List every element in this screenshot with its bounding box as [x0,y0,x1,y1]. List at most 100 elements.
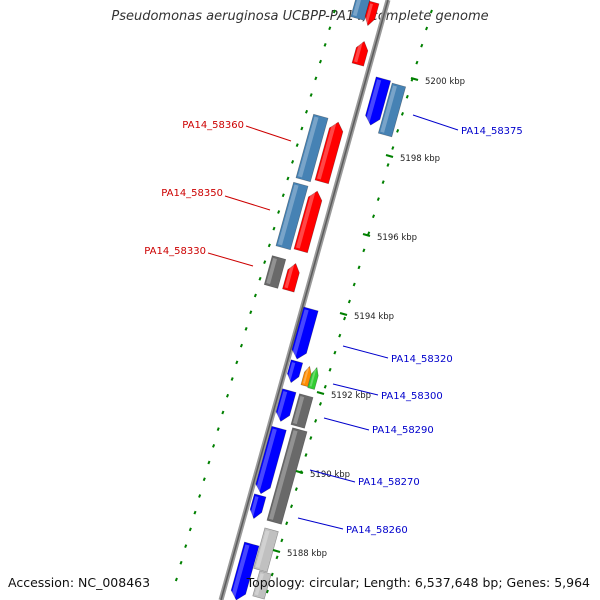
kbp-tick-label: 5200 kbp [425,77,465,87]
gene-block [364,0,380,27]
gene-highlight [255,530,270,568]
gene-highlight [352,0,363,17]
ring-dash [184,544,188,548]
gene-block [282,263,300,293]
ring-dash [309,93,313,97]
ring-dash [235,360,239,365]
ring-dash [202,477,206,482]
leader-line [332,383,379,396]
ring-dash [239,343,243,348]
gene-highlight [309,368,317,387]
gene-block [295,113,329,183]
ring-dash [367,231,371,236]
gene-block [275,181,309,251]
gene-shape [364,0,380,27]
ring-dash [289,504,294,509]
ring-dash [225,393,230,398]
gene-shape [290,393,314,429]
ring-dash [323,43,327,47]
ring-dash [309,436,313,440]
gene-shape [275,388,297,422]
gene-shape [230,541,260,600]
gene-highlight [277,184,299,246]
ring-dash [174,577,178,582]
ring-dash [332,9,336,14]
gene-shape [253,527,279,573]
gene-shape [252,570,272,600]
gene-shape [282,263,300,293]
ring-dash [294,487,298,492]
ring-dash [314,76,318,81]
label-leaders: PA14_58360 PA14_58350 PA14_58330 PA14_58375… [144,114,523,536]
kbp-tick-label: 5194 kbp [354,312,394,322]
genome-backbone [218,0,391,600]
gene-block [266,427,308,525]
ring-dash [285,521,289,526]
gene-block [365,76,392,126]
gene-highlight [316,122,337,180]
leader-line [297,517,344,530]
ring-dash [244,327,248,331]
leader-line [323,417,370,431]
gene-block [377,82,407,138]
gene-block [275,388,297,422]
ring-dash [420,43,424,48]
ring-dash [280,538,284,543]
ring-dash [328,367,332,372]
gene-highlight [297,116,319,178]
ring-dash [386,163,390,167]
ring-dash [295,143,299,148]
kbp-tick-label: 5198 kbp [400,154,440,164]
gene-block [249,493,267,520]
gene-block [307,366,319,390]
gene-shape [307,366,319,390]
gene-block [263,255,287,289]
gene-shape [275,181,309,251]
kbp-tick [385,153,394,159]
ring-dash [304,109,309,114]
gene-block [287,359,304,384]
gene-highlight [295,191,316,249]
feature-track [230,0,407,600]
ring-dash [318,401,322,406]
ring-dash [270,572,274,577]
gene-highlight [266,258,277,285]
gene-label: PA14_58330 [144,246,206,257]
leader-line [207,252,254,267]
gene-highlight [249,496,259,517]
gene-highlight [231,544,250,598]
gene-block [291,306,319,360]
kbp-tick [339,311,348,317]
gene-block [252,570,272,600]
kbp-tick-label: 5192 kbp [331,391,371,401]
ring-dash [314,419,318,423]
kbp-tick [316,390,325,396]
ring-dash [357,265,361,270]
ring-dash [415,60,419,65]
ring-dash [400,111,404,116]
ring-dash [272,226,276,231]
ring-dash [343,316,347,321]
gene-label: PA14_58300 [381,391,443,402]
ring-dash [230,377,234,381]
ring-dash [207,460,211,465]
leader-line [342,345,389,359]
ring-dash [352,282,356,287]
ring-dash [328,26,332,31]
backbone-line [220,0,389,600]
gene-shape [266,427,308,525]
ring-dash [429,9,433,14]
gene-shape [255,425,287,495]
inner-tick-ring [265,9,433,594]
ring-dash [253,293,257,298]
ring-dash [376,197,380,202]
gene-block [314,121,344,185]
ring-dash [193,510,197,515]
gene-shape [291,306,319,360]
ring-dash [371,214,376,219]
ring-dash [258,276,262,281]
outer-tick-ring [174,9,336,582]
ring-dash [425,26,429,31]
gene-highlight [380,85,397,133]
